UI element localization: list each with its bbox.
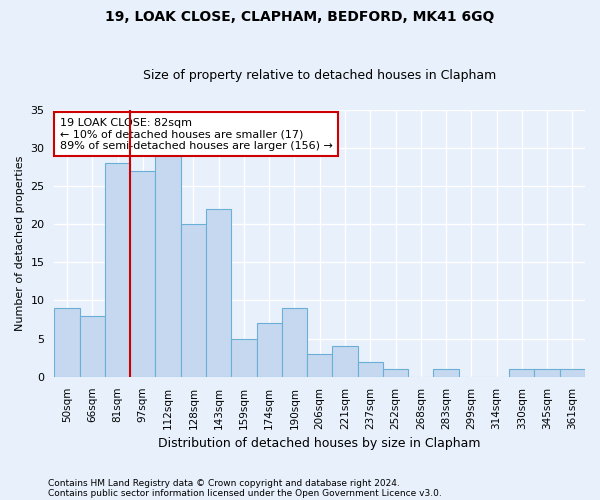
Bar xyxy=(130,170,155,377)
Bar xyxy=(55,308,80,377)
Bar xyxy=(181,224,206,377)
Bar xyxy=(155,156,181,377)
Bar xyxy=(80,316,105,377)
Bar xyxy=(509,369,535,377)
Bar xyxy=(560,369,585,377)
Title: Size of property relative to detached houses in Clapham: Size of property relative to detached ho… xyxy=(143,69,496,82)
Bar xyxy=(433,369,458,377)
Bar xyxy=(332,346,358,377)
Bar xyxy=(105,163,130,377)
Bar xyxy=(307,354,332,377)
Text: 19, LOAK CLOSE, CLAPHAM, BEDFORD, MK41 6GQ: 19, LOAK CLOSE, CLAPHAM, BEDFORD, MK41 6… xyxy=(106,10,494,24)
Text: Contains public sector information licensed under the Open Government Licence v3: Contains public sector information licen… xyxy=(48,488,442,498)
Bar xyxy=(231,338,257,377)
Bar xyxy=(358,362,383,377)
Text: Contains HM Land Registry data © Crown copyright and database right 2024.: Contains HM Land Registry data © Crown c… xyxy=(48,478,400,488)
Y-axis label: Number of detached properties: Number of detached properties xyxy=(15,156,25,331)
Bar xyxy=(383,369,408,377)
Bar xyxy=(257,324,282,377)
Bar xyxy=(206,209,231,377)
Bar xyxy=(535,369,560,377)
Text: 19 LOAK CLOSE: 82sqm
← 10% of detached houses are smaller (17)
89% of semi-detac: 19 LOAK CLOSE: 82sqm ← 10% of detached h… xyxy=(60,118,332,151)
Bar xyxy=(282,308,307,377)
X-axis label: Distribution of detached houses by size in Clapham: Distribution of detached houses by size … xyxy=(158,437,481,450)
